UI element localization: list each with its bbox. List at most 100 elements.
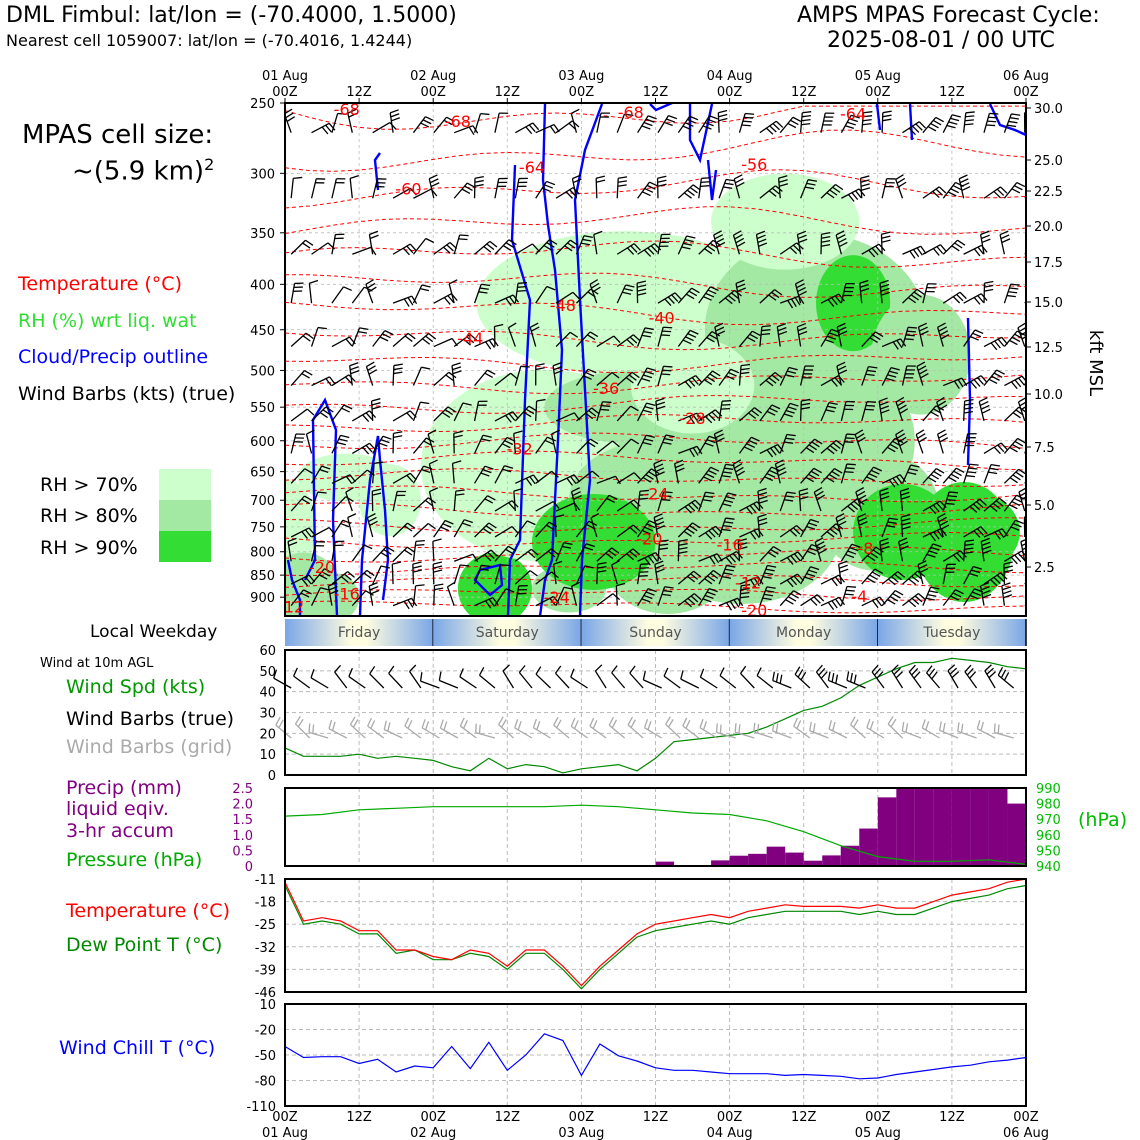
wind-barb [922,468,937,484]
wind-barb-flag [647,247,655,255]
wind-barb-flag [940,334,950,340]
wind-barb-flag [591,282,600,289]
wind-barb-flag [484,372,494,378]
wind-barb [1003,437,1019,454]
isotherm [285,588,1026,601]
wind-barb [779,403,791,422]
surface-barb-flag [853,674,857,684]
surface-barb [502,670,515,689]
wind-barb [428,178,435,199]
surface-barb-flag [986,667,994,675]
wind-barb-flag [868,366,878,369]
wind-barb [596,564,599,585]
wind-barb-flag [947,495,957,498]
wind-barb-flag [826,476,835,483]
wind-barb [494,178,500,199]
wind-barb-flag [707,575,716,582]
wind-barb-flag [793,553,801,562]
wind-barb-flag [626,553,634,561]
wind-barb [453,553,474,562]
wind-barb-flag [834,295,842,304]
wind-barb-flag [835,183,844,191]
grid-barb [957,730,977,739]
wind-barb-flag [929,533,937,542]
wind-barb [820,113,826,133]
isotherm-label: -16 [717,535,743,554]
wind-barb-flag [895,429,904,436]
wind-barb [555,502,575,512]
wind-barb [535,521,550,538]
wind-barb [732,464,741,484]
isotherm-label: -64 [519,158,545,177]
wind-barb [942,182,957,199]
wind-barb-flag [1011,501,1021,507]
wind-barb-flag [600,408,610,411]
pressure-tick-label: 350 [250,227,275,242]
wind-barb-flag [889,370,899,375]
wind-barb-flag [546,180,556,186]
wind-barb-flag [873,466,882,472]
wind-barb-flag [1043,597,1048,604]
wind-barb [1003,494,1018,512]
wind-barb [655,401,659,422]
wind-barb [776,326,781,347]
wind-barb [311,568,325,585]
wind-barb [290,468,306,484]
wind-barb-flag [1012,522,1022,528]
wind-barb [698,115,710,134]
top-hour-label: 12Z [791,85,817,100]
wind-barb-flag [857,513,867,519]
wind-barb-flag [317,326,327,330]
wind-barb-flag [899,408,909,414]
wind-barb-flag [748,412,757,419]
wind-barb-flag [304,495,313,502]
wind-barb [611,564,618,585]
wind-barb-flag [790,298,797,307]
wind-barb-flag [734,178,744,184]
wind-barb [820,468,835,484]
grid-barb-flag [553,716,559,726]
wind-barb-flag [443,119,453,126]
wind-barb-flag [880,405,890,410]
wind-barb [917,564,924,585]
wind-barb-flag [464,185,473,192]
wind-barb-flag [430,182,440,188]
wind-barb-flag [663,589,673,593]
wind-barb [677,522,693,538]
wind-barb [714,326,720,347]
wind-barb [732,234,741,255]
wind-barb-flag [969,463,979,466]
wind-barb-flag [779,183,789,187]
wind-barb-flag [372,488,382,492]
wind-barb-flag [735,466,744,473]
surface-barb-flag [310,669,315,678]
wind-barb-flag [484,465,494,470]
wind-barb [305,433,313,454]
wind-barb-flag [321,465,331,470]
wind-barb [759,546,774,562]
wind-barb-flag [834,576,842,585]
wind-barb-flag [517,286,527,288]
isotherm [285,485,1026,503]
barbs-true-label: Wind Barbs (true) [66,708,235,730]
wind-barb [637,402,648,422]
wind-barb-flag [704,248,713,255]
wind-barb-flag [549,597,557,606]
wind-barb-flag [617,184,627,187]
wind-barb-flag [951,114,961,118]
wind-barb [535,181,548,199]
wind-barb-flag [908,468,918,472]
wind-barb-flag [918,369,928,375]
wind-barb-flag [706,439,716,444]
wind-barb-flag [1030,366,1039,367]
wind-barb [794,283,802,304]
wind-barb-flag [851,543,861,548]
wind-barb-flag [590,512,600,519]
surface-barb [908,671,922,689]
grid-barb-flag [685,719,691,729]
grid-barb-flag [665,716,671,725]
wind-barb [596,494,610,512]
wind-barb-flag [516,289,526,292]
wind-barb-flag [1016,181,1026,188]
wind-barb-flag [641,125,651,130]
